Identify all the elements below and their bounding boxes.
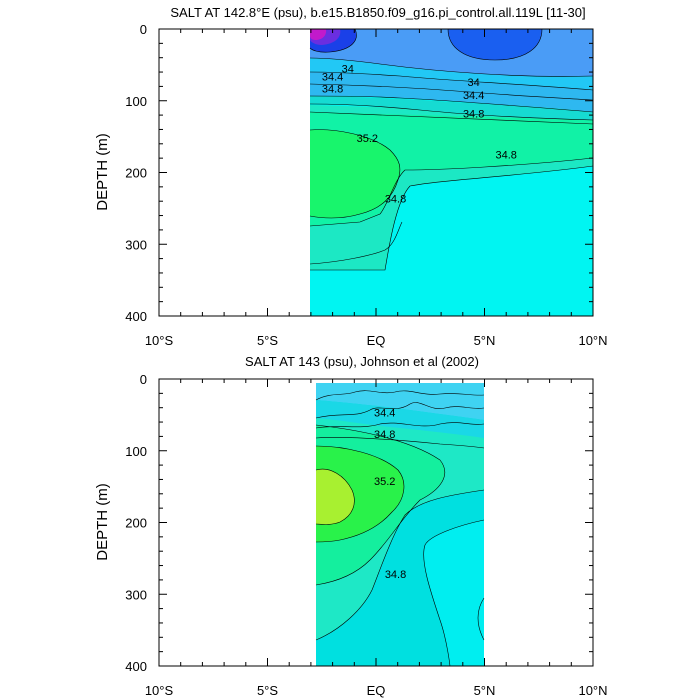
y-tick-label: 100	[125, 94, 147, 109]
panel-model-x-axis: 10°S 5°S EQ 5°N 10°N	[145, 29, 608, 348]
x-tick-label: 10°S	[145, 333, 174, 348]
x-tick-label: 5°N	[474, 333, 496, 348]
y-tick-label: 400	[125, 309, 147, 324]
y-tick-label: 300	[125, 237, 147, 252]
y-tick-label: 0	[140, 22, 147, 37]
contour-label: 34	[468, 77, 480, 89]
panel-model-y-label: DEPTH (m)	[94, 133, 111, 211]
contour-label: 34.8	[322, 84, 343, 96]
panel-obs-contour-labels: 34.4 34.8 35.2 34.8	[374, 408, 406, 581]
panel-model-title: SALT AT 142.8°E (psu), b.e15.B1850.f09_g…	[170, 5, 585, 20]
panel-obs-x-axis: 10°S 5°S EQ 5°N 10°N	[145, 379, 608, 698]
x-tick-label: EQ	[367, 333, 386, 348]
panel-model-y-axis: 0 100 200 300 400	[125, 22, 593, 324]
panel-obs-y-axis: 0 100 200 300 400	[125, 372, 593, 674]
contour-label: 35.2	[357, 133, 378, 145]
x-tick-label: EQ	[367, 683, 386, 698]
x-tick-label: 5°S	[257, 683, 278, 698]
x-tick-label: 5°S	[257, 333, 278, 348]
x-tick-label: 10°N	[578, 683, 607, 698]
contour-label: 34.4	[322, 71, 343, 83]
y-tick-label: 400	[125, 659, 147, 674]
x-tick-label: 10°S	[145, 683, 174, 698]
y-tick-label: 200	[125, 516, 147, 531]
panel-model: SALT AT 142.8°E (psu), b.e15.B1850.f09_g…	[94, 5, 608, 348]
x-tick-label: 5°N	[474, 683, 496, 698]
panel-obs-title: SALT AT 143 (psu), Johnson et al (2002)	[245, 354, 479, 369]
panel-obs-y-label: DEPTH (m)	[94, 483, 111, 561]
panel-obs-contours	[315, 390, 485, 666]
panel-obs: SALT AT 143 (psu), Johnson et al (2002)	[94, 354, 608, 698]
contour-label: 34	[342, 63, 354, 75]
y-tick-label: 100	[125, 444, 147, 459]
x-tick-label: 10°N	[578, 333, 607, 348]
contour-label: 34.8	[495, 150, 516, 162]
y-tick-label: 0	[140, 372, 147, 387]
contour-label: 34.8	[385, 569, 406, 581]
panel-model-fills	[310, 29, 593, 316]
y-tick-label: 300	[125, 587, 147, 602]
contour-label: 34.8	[463, 109, 484, 121]
contour-label: 34.4	[374, 408, 395, 420]
contour-label: 34.8	[385, 193, 406, 205]
panel-model-contours	[309, 29, 593, 271]
panel-obs-fills	[316, 383, 484, 666]
contour-label: 34.4	[463, 90, 484, 102]
y-tick-label: 200	[125, 166, 147, 181]
contour-label: 34.8	[374, 429, 395, 441]
contour-label: 35.2	[374, 476, 395, 488]
